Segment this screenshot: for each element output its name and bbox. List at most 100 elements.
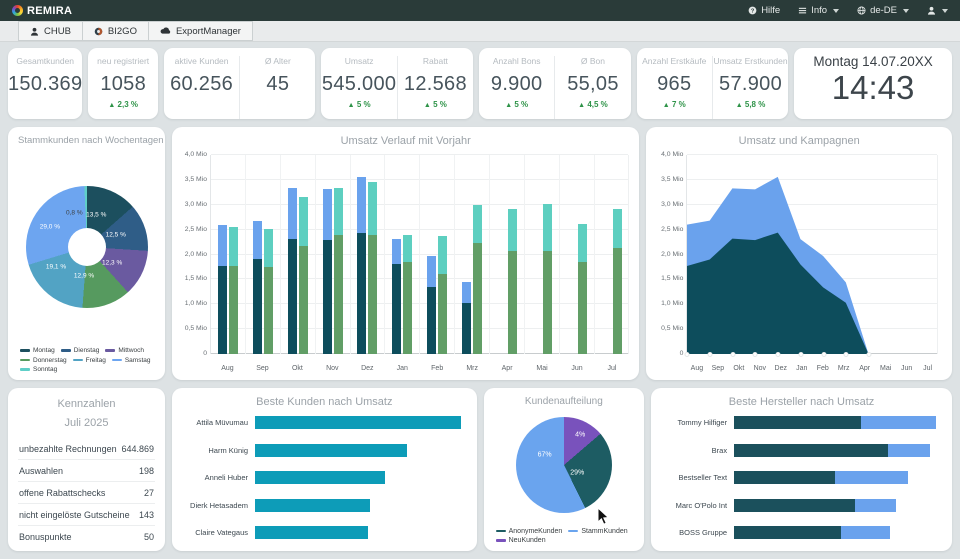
panel-umsatz-verlauf: Umsatz Verlauf mit Vorjahr 0 0,5 Mio 1,0 M… xyxy=(172,127,640,380)
nav-item-label: Hilfe xyxy=(761,5,781,16)
hbar xyxy=(255,498,371,512)
hbar-row: Marc O'Polo Int xyxy=(661,498,936,512)
kennzahl-value: 50 xyxy=(143,531,154,542)
hbar-segment xyxy=(861,416,936,429)
chevron-down-icon xyxy=(833,8,840,13)
legend-label: Freitag xyxy=(85,356,106,364)
hbar xyxy=(255,526,369,539)
hbar xyxy=(255,471,385,484)
up-arrow-icon: ▲ xyxy=(735,102,743,109)
weekday-legend: Montag Dienstag Mittwoch Donnerstag Freitag S… xyxy=(20,347,161,373)
gridline xyxy=(211,154,629,155)
bar-segment-bottom xyxy=(368,234,378,354)
brand-name: REMIRA xyxy=(27,4,73,17)
kennzahl-label: Bonuspunkte xyxy=(19,531,72,542)
kpi-delta-value: 5 % xyxy=(356,100,371,109)
y-axis-tick-label: 0 xyxy=(679,350,684,357)
x-axis-tick-label: Jun xyxy=(571,365,583,372)
hbar-track xyxy=(734,526,936,539)
kpi-delta-value: 5,8 % xyxy=(744,100,766,109)
bar-segment-top xyxy=(542,203,552,252)
x-axis-tick-label: Jan xyxy=(396,365,408,372)
bar-segment-top xyxy=(577,223,587,263)
legend-swatch xyxy=(568,529,579,533)
panel-title: Stammkunden nach Wochentagen xyxy=(18,135,164,146)
kpi-delta-value: 5 % xyxy=(514,100,529,109)
slice-value-label: 12,3 % xyxy=(101,259,123,267)
stacked-bar xyxy=(532,155,541,354)
hbar-row: Bestseller Text xyxy=(661,471,936,484)
panel-title: Umsatz und Kampagnen xyxy=(738,135,860,147)
hbar xyxy=(255,443,408,457)
hbar-row: BOSS Gruppe xyxy=(661,526,936,539)
bar-segment-top xyxy=(612,209,622,248)
kpi-item: Rabatt 12.568 ▲ 5 % xyxy=(396,56,473,119)
bar-group-mai xyxy=(523,155,559,354)
kpi-row: Gesamtkunden 150.369 neu registriert 1058 ▲ … xyxy=(8,48,952,119)
legend-swatch xyxy=(111,358,122,362)
hbar-segment xyxy=(734,526,842,539)
kpi-value: 965 xyxy=(657,73,692,95)
hbar-row: Claire Vategaus xyxy=(182,526,461,539)
gridline xyxy=(687,228,937,230)
x-axis-labels: Aug Sep Okt Nov Dez Jan Feb Mrz Apr Mai Jun Jul xyxy=(686,365,938,372)
hbar-track xyxy=(734,443,936,457)
y-axis-tick-label: 1,5 Mio xyxy=(184,275,207,283)
toolbar-button-bi2go[interactable]: BI2GO xyxy=(81,21,149,41)
kpi-value: 1058 xyxy=(100,73,147,95)
hbar-label: Harm Künig xyxy=(208,445,248,455)
bar-group-dez xyxy=(349,155,385,354)
panel-beste-kunden: Beste Kunden nach Umsatz Attila Müvumau H… xyxy=(172,388,477,551)
bar-segment-top xyxy=(287,188,297,239)
y-axis-tick-label: 2,0 Mio xyxy=(184,250,207,258)
legend-label: Montag xyxy=(33,347,55,354)
nav-item-de-de[interactable]: de-DE xyxy=(857,5,909,16)
kennzahl-label: nicht eingelöste Gutscheine xyxy=(19,509,130,520)
date-time-card: Montag 14.07.20XX 14:43 xyxy=(794,48,952,119)
kennzahl-label: unbezahlte Rechnungen xyxy=(19,443,117,454)
bar-segment-bottom xyxy=(507,251,517,354)
zero-marker-dot xyxy=(866,351,872,357)
kpi-delta: ▲ 7 % xyxy=(637,100,712,109)
stacked-bar xyxy=(462,155,472,354)
bar-segment-bottom xyxy=(427,287,437,354)
nav-item-hilfe[interactable]: ? Hilfe xyxy=(748,5,780,16)
panel-title: Kundenaufteilung xyxy=(524,396,603,407)
y-axis-tick-label: 1,0 Mio xyxy=(661,300,684,308)
stacked-bar xyxy=(287,155,297,354)
zero-marker-dot xyxy=(707,351,713,357)
kpi-item: neu registriert 1058 ▲ 2,3 % xyxy=(88,56,158,119)
brand[interactable]: REMIRA xyxy=(12,5,72,17)
kpi-delta-value: 4,5 % xyxy=(587,100,608,109)
up-arrow-icon: ▲ xyxy=(423,102,431,109)
kpi-item: Anzahl Erstkäufe 965 ▲ 7 % xyxy=(637,56,712,119)
kpi-value: 57.900 xyxy=(719,73,783,95)
kennzahlen-row: Bonuspunkte 50 xyxy=(18,526,155,547)
gridline xyxy=(687,154,937,155)
bar-segment-top xyxy=(438,236,448,274)
y-axis-tick-label: 0,5 Mio xyxy=(661,325,684,333)
nav-item-info[interactable]: Info xyxy=(798,5,840,16)
legend-item: Freitag xyxy=(72,356,106,364)
x-axis-tick-label: Feb xyxy=(816,365,829,372)
panel-beste-hersteller: Beste Hersteller nach Umsatz Tommy Hilfi… xyxy=(651,388,953,551)
y-axis-tick-label: 3,5 Mio xyxy=(661,175,684,183)
toolbar-button-chub[interactable]: CHUB xyxy=(18,21,83,41)
panel-title: Umsatz Verlauf mit Vorjahr xyxy=(340,135,471,147)
kennzahl-label: offene Rabattschecks xyxy=(19,487,106,498)
kpi-label: aktive Kunden xyxy=(174,56,229,66)
stacked-bar xyxy=(497,155,506,354)
nav-item-user[interactable] xyxy=(927,6,948,15)
kpi-value: 545.000 xyxy=(321,73,397,95)
legend-swatch xyxy=(20,358,30,362)
kennzahl-value: 198 xyxy=(138,465,154,476)
toolbar-button-exportmanager[interactable]: ExportManager xyxy=(147,21,253,41)
toolbar-button-label: CHUB xyxy=(44,25,71,37)
stacked-bar xyxy=(298,155,308,354)
kpi-card: Gesamtkunden 150.369 xyxy=(8,48,83,119)
hbar-label: Bestseller Text xyxy=(678,473,728,482)
legend-item: Dienstag xyxy=(60,347,99,354)
legend-item: Mittwoch xyxy=(105,347,144,354)
kennzahlen-subtitle: Juli 2025 xyxy=(64,417,109,429)
legend-item: Sonntag xyxy=(20,366,57,373)
